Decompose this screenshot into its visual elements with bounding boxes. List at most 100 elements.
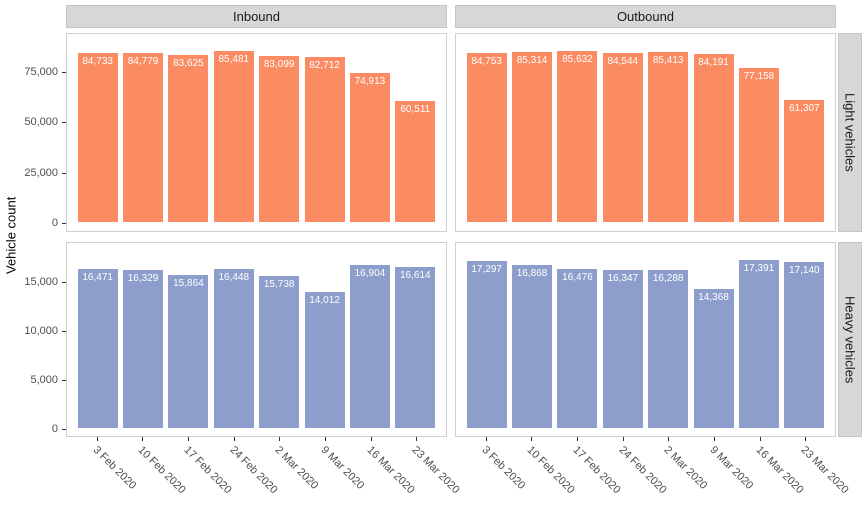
bar-value-label: 16,868 <box>516 267 548 279</box>
bar-slot: 77,158 <box>736 34 781 231</box>
bar-value-label: 16,614 <box>400 270 431 282</box>
y-tick-mark <box>62 71 66 73</box>
bar-value-label: 16,288 <box>652 273 684 285</box>
y-tick-label: 5,000 <box>30 373 58 386</box>
bar: 16,476 <box>557 268 598 428</box>
bar-slot: 84,733 <box>75 34 120 231</box>
facet-strip-heavy-vehicles: Heavy vehicles <box>838 242 862 437</box>
bar-value-label: 17,140 <box>789 265 820 277</box>
x-tick-mark <box>233 437 235 441</box>
bar-value-label: 85,413 <box>652 54 684 66</box>
bar: 16,868 <box>512 264 553 428</box>
bar-value-label: 16,471 <box>82 271 113 283</box>
bar-value-label: 85,481 <box>218 54 250 66</box>
bar: 16,614 <box>395 267 436 428</box>
y-tick-mark <box>62 379 66 381</box>
y-tick-label: 0 <box>51 422 58 435</box>
x-tick-mark <box>622 437 624 441</box>
bar-value-label: 16,448 <box>218 271 250 283</box>
bar-value-label: 14,012 <box>309 295 340 307</box>
x-tick-mark <box>96 437 98 441</box>
bar-value-label: 17,297 <box>471 263 502 275</box>
bar-slot: 16,614 <box>393 243 438 436</box>
bar-value-label: 16,347 <box>607 272 639 284</box>
bar-value-label: 14,368 <box>698 291 729 303</box>
x-tick-mark <box>577 437 579 441</box>
x-tick-label-text: 9 Mar 2020 <box>318 444 367 492</box>
y-tick-label: 15,000 <box>24 276 58 289</box>
bar-slot: 84,779 <box>120 34 165 231</box>
bar-slot: 83,099 <box>257 34 302 231</box>
bar: 60,511 <box>395 101 436 223</box>
bar-slot: 60,511 <box>393 34 438 231</box>
bar-slot: 61,307 <box>782 34 827 231</box>
y-tick-label: 50,000 <box>24 116 58 129</box>
bar: 77,158 <box>738 68 779 223</box>
x-tick-label: 23 Mar 2020 <box>799 444 864 496</box>
x-tick-label-text: 23 Mar 2020 <box>409 444 462 497</box>
y-tick-mark <box>62 282 66 284</box>
bar: 74,913 <box>349 72 390 223</box>
bar: 16,471 <box>77 268 118 428</box>
x-tick-mark <box>370 437 372 441</box>
bar: 16,448 <box>213 268 254 428</box>
bar-value-label: 15,738 <box>263 278 295 290</box>
x-tick-mark <box>668 437 670 441</box>
bar-value-label: 85,632 <box>562 54 593 66</box>
x-tick-label-text: 23 Mar 2020 <box>798 444 851 497</box>
bar: 85,632 <box>557 51 598 223</box>
bar-slot: 85,481 <box>211 34 256 231</box>
bar: 85,481 <box>213 51 254 223</box>
y-tick-mark <box>62 172 66 174</box>
y-tick-label: 10,000 <box>24 325 58 338</box>
x-tick-label-text: 3 Feb 2020 <box>479 444 528 492</box>
bar: 85,314 <box>512 51 553 223</box>
panel-outbound-heavy-vehicles: 17,297 16,868 16,476 16,347 16,288 14,368 17,3… <box>455 242 836 437</box>
bar-slot: 84,544 <box>600 34 645 231</box>
facet-strip-outbound: Outbound <box>455 5 836 28</box>
bar-slot: 16,288 <box>646 243 691 436</box>
panel-inbound-heavy-vehicles: 16,471 16,329 15,864 16,448 15,738 14,012 16,9… <box>66 242 447 437</box>
y-tick-label: 0 <box>51 217 58 230</box>
bar: 84,733 <box>77 52 118 223</box>
bar-value-label: 85,314 <box>516 54 548 66</box>
bar: 16,904 <box>349 264 390 428</box>
bar-slot: 83,625 <box>166 34 211 231</box>
bar-value-label: 16,904 <box>354 267 386 279</box>
bar: 17,297 <box>466 260 507 428</box>
bar-slot: 16,329 <box>120 243 165 436</box>
bar: 15,864 <box>168 274 209 428</box>
x-tick-mark <box>805 437 807 441</box>
bar-slot: 16,476 <box>555 243 600 436</box>
x-tick-mark <box>713 437 715 441</box>
bar-slot: 16,448 <box>211 243 256 436</box>
bar-value-label: 84,779 <box>127 55 159 67</box>
x-tick-label-text: 2 Mar 2020 <box>661 444 710 492</box>
x-tick-label: 23 Mar 2020 <box>410 444 480 496</box>
bar: 61,307 <box>784 99 825 223</box>
bar: 84,779 <box>123 52 164 223</box>
x-tick-mark <box>142 437 144 441</box>
bar-slot: 85,413 <box>646 34 691 231</box>
panel-outbound-light-vehicles: 84,753 85,314 85,632 84,544 85,413 84,191 77,1… <box>455 33 836 232</box>
bar-slot: 85,632 <box>555 34 600 231</box>
y-tick-mark <box>62 122 66 124</box>
bar: 83,625 <box>168 55 209 223</box>
x-tick-label-text: 17 Feb 2020 <box>181 444 234 497</box>
x-tick-label-text: 2 Mar 2020 <box>272 444 321 492</box>
bar-slot: 84,753 <box>464 34 509 231</box>
y-tick-label: 75,000 <box>24 65 58 78</box>
bar: 84,191 <box>693 54 734 223</box>
bar: 14,012 <box>304 292 345 428</box>
x-tick-mark <box>279 437 281 441</box>
bar-value-label: 16,329 <box>127 273 159 285</box>
bar: 84,544 <box>602 53 643 223</box>
bar: 16,347 <box>602 269 643 428</box>
bar-slot: 17,391 <box>736 243 781 436</box>
bar-value-label: 82,712 <box>309 59 340 71</box>
bar: 16,288 <box>648 270 689 428</box>
bar-slot: 84,191 <box>691 34 736 231</box>
bar-slot: 14,012 <box>302 243 347 436</box>
bar-slot: 17,297 <box>464 243 509 436</box>
y-tick-mark <box>62 223 66 225</box>
